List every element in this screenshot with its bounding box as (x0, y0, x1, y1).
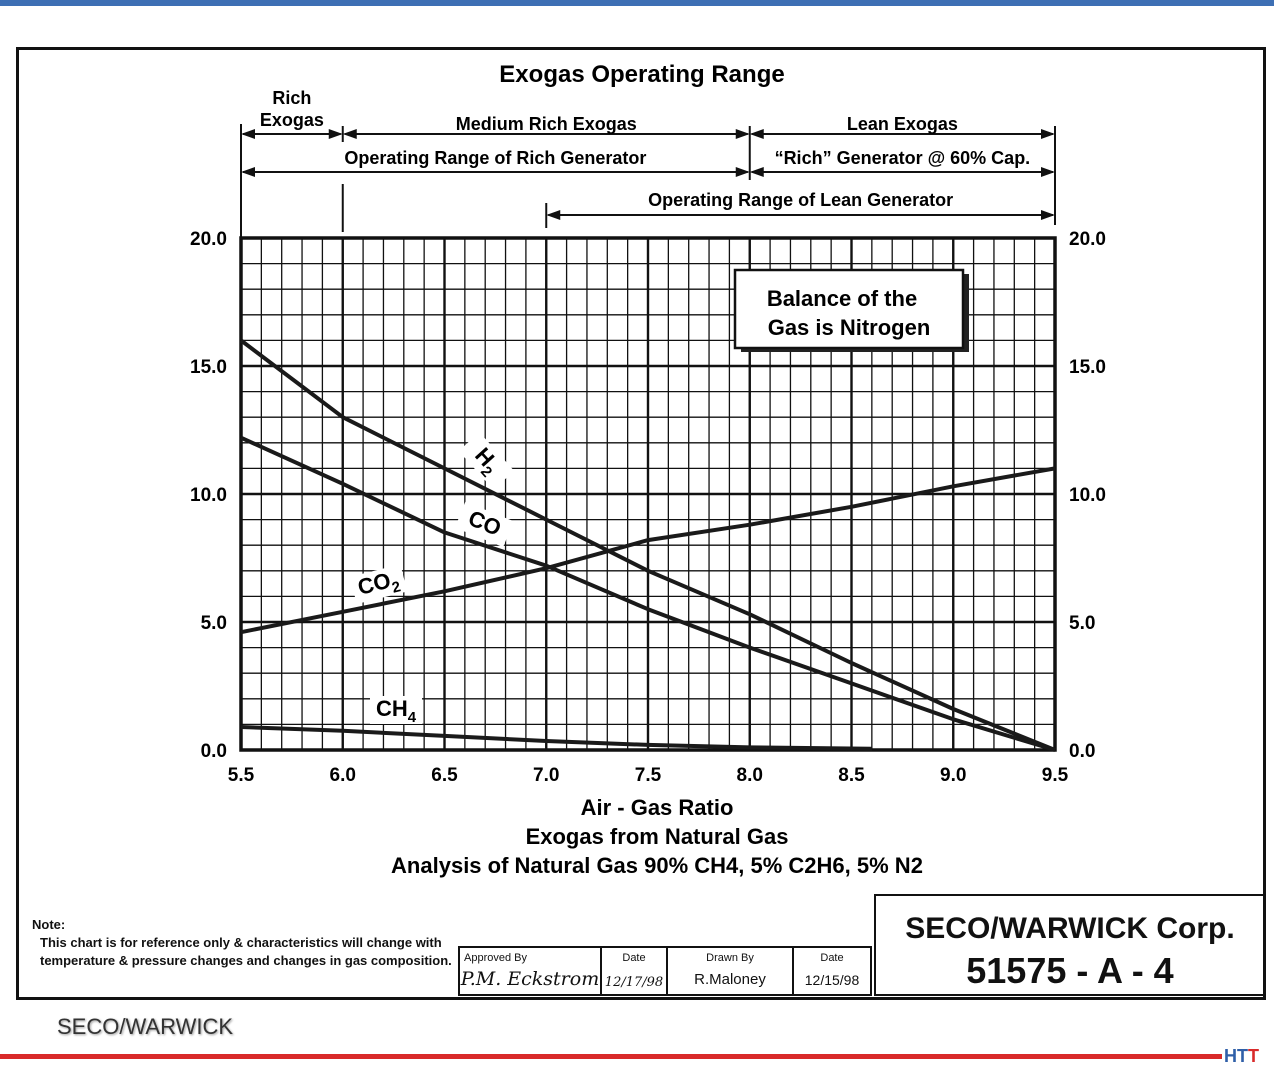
range-arrow-head (1041, 167, 1055, 177)
chart-subtitle: Exogas from Natural Gas (526, 824, 789, 849)
series-line-h2 (239, 338, 1056, 752)
y-tick-label-right: 10.0 (1069, 485, 1106, 506)
y-tick-label-left: 10.0 (190, 485, 227, 506)
top-accent-bar (0, 0, 1274, 6)
plot-border (239, 236, 1057, 752)
y-tick-label-right: 15.0 (1069, 357, 1106, 378)
drawing-number: 51575 - A - 4 (966, 950, 1174, 991)
x-tick-label: 7.0 (533, 765, 559, 786)
range-label: Rich (272, 88, 311, 108)
range-label: “Rich” Generator @ 60% Cap. (775, 148, 1031, 168)
x-tick-label: 8.0 (737, 765, 763, 786)
range-arrow-head (546, 210, 561, 220)
date2-cell: Date 12/15/98 (794, 948, 870, 994)
x-tick-label: 7.5 (635, 765, 662, 786)
note-block: Note: This chart is for reference only &… (32, 916, 452, 970)
svg-text:CH4: CH4 (376, 696, 417, 726)
y-tick-label-left: 15.0 (190, 357, 227, 378)
series-line-co2 (240, 466, 1056, 635)
range-label: Medium Rich Exogas (456, 114, 637, 134)
range-arrow-head (241, 129, 255, 139)
annotation-box: Balance of the Gas is Nitrogen (733, 268, 969, 352)
drawn-by-value: R.Maloney (694, 971, 766, 988)
range-label: Operating Range of Lean Generator (648, 190, 953, 210)
note-text: This chart is for reference only & chara… (40, 935, 452, 968)
corp-name: SECO/WARWICK Corp. (905, 912, 1235, 945)
htt-logo-main: HT (1224, 1046, 1248, 1066)
x-tick-label: 6.5 (431, 765, 458, 786)
range-arrow-head (241, 167, 255, 177)
approval-title-block: Approved By P.M. Eckstrom Date 12/17/98 … (458, 946, 872, 996)
range-label: Exogas (260, 110, 324, 130)
chart-title: Exogas Operating Range (499, 61, 784, 88)
date2-value: 12/15/98 (804, 972, 860, 988)
x-tick-label: 5.5 (228, 765, 255, 786)
chart-caption: Analysis of Natural Gas 90% CH4, 5% C2H6… (391, 853, 923, 878)
htt-logo-last: T (1248, 1046, 1259, 1066)
y-tick-label-right: 0.0 (1069, 741, 1095, 762)
series-line-ch4 (240, 725, 872, 751)
range-arrow-head (735, 167, 750, 177)
y-tick-label-right: 20.0 (1069, 229, 1106, 250)
range-arrow-head (749, 167, 764, 177)
approved-by-cell: Approved By P.M. Eckstrom (460, 948, 602, 994)
range-label: Lean Exogas (847, 114, 958, 134)
x-axis-label: Air - Gas Ratio (581, 795, 734, 820)
annotation-line1: Balance of the (767, 286, 917, 311)
note-title: Note: (32, 917, 66, 932)
drawn-by-label: Drawn By (706, 952, 754, 964)
annotation-line2: Gas is Nitrogen (768, 315, 931, 340)
y-tick-label-right: 5.0 (1069, 613, 1095, 634)
chart-frame (16, 47, 1266, 1000)
range-arrow-head (1041, 210, 1055, 220)
range-arrow-head (328, 129, 343, 139)
bottom-accent-line (0, 1054, 1222, 1059)
htt-logo: HTT (1224, 1046, 1259, 1067)
y-tick-label-left: 0.0 (201, 741, 227, 762)
y-tick-label-left: 20.0 (190, 229, 227, 250)
range-arrow-head (342, 129, 357, 139)
range-arrow-head (749, 129, 764, 139)
date1-label: Date (622, 952, 646, 964)
footer-brand: SECO/WARWICK (57, 1014, 234, 1039)
range-arrow-head (1041, 129, 1055, 139)
date1-value: 12/17/98 (604, 975, 664, 990)
corp-block: SECO/WARWICK Corp. 51575 - A - 4 (874, 894, 1266, 996)
x-tick-label: 9.5 (1042, 765, 1069, 786)
series-label-h2: H2 (458, 432, 515, 490)
x-tick-label: 8.5 (838, 765, 865, 786)
series-line-co (240, 435, 1056, 752)
x-tick-label: 9.0 (940, 765, 966, 786)
series-label-ch4: CH4 (370, 696, 422, 726)
date1-cell: Date 12/17/98 (602, 948, 668, 994)
approved-by-label: Approved By (464, 952, 527, 964)
range-arrow-head (735, 129, 750, 139)
x-tick-label: 6.0 (330, 765, 356, 786)
range-label: Operating Range of Rich Generator (344, 148, 646, 168)
date2-label: Date (820, 952, 844, 964)
approved-by-signature: P.M. Eckstrom (460, 968, 600, 990)
drawn-by-cell: Drawn By R.Maloney (668, 948, 794, 994)
y-tick-label-left: 5.0 (201, 613, 227, 634)
